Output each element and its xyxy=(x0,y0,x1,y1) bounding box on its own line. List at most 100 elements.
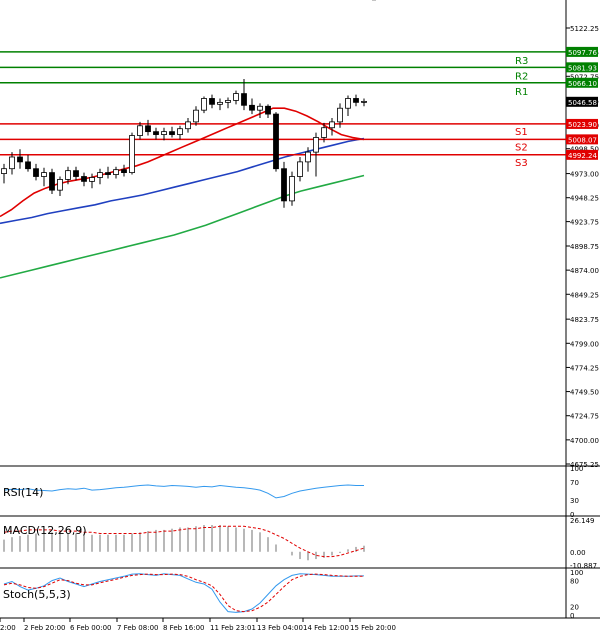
candle xyxy=(153,127,159,140)
rsi-line xyxy=(3,484,364,499)
candle xyxy=(145,119,151,136)
level-price-tag: 5023.90 xyxy=(566,118,598,129)
candle-body xyxy=(337,107,343,123)
time-tick-label: 11 Feb 23:01 xyxy=(210,624,256,632)
level-tag-bg xyxy=(566,62,598,73)
stoch-tick-label: 20 xyxy=(570,603,579,611)
candle xyxy=(353,94,359,107)
level-price-tag: 5008.07 xyxy=(566,134,598,145)
macd-axis: 26.149 0.00 -10.887 xyxy=(570,517,597,570)
macd-panel[interactable]: 26.149 0.00 -10.887 MACD(12,26,9) xyxy=(0,516,600,570)
candle xyxy=(209,94,215,109)
candle xyxy=(185,117,191,133)
level-tag-bg xyxy=(566,46,598,57)
level-tag-text: 5081.93 xyxy=(568,64,597,72)
pivot-levels: R3 R2 R1 S1 S2 S3 xyxy=(0,51,566,169)
level-name: S1 xyxy=(515,127,528,138)
candle-body xyxy=(9,156,15,170)
candle xyxy=(9,152,15,175)
time-tick-label: 2 Feb 20:00 xyxy=(24,624,65,632)
candle-body xyxy=(273,113,279,170)
macd-histogram xyxy=(3,525,365,561)
candle-body xyxy=(201,98,207,111)
price-tick-label: 4749.50 xyxy=(570,389,599,397)
candle-body xyxy=(225,100,231,103)
candle xyxy=(289,171,295,206)
rsi-panel[interactable]: 100 70 30 0 RSI(14) xyxy=(0,465,600,519)
price-tick-label: 4849.25 xyxy=(570,291,599,299)
candle-body xyxy=(185,121,191,130)
price-tick-label: 4874.00 xyxy=(570,267,599,275)
candle-body xyxy=(257,105,263,111)
level-tag-bg xyxy=(566,118,598,129)
candle xyxy=(57,176,63,197)
level-name: R3 xyxy=(515,56,528,67)
level-tag-text: 5097.76 xyxy=(568,49,597,57)
candle xyxy=(17,149,23,169)
candle xyxy=(1,163,7,184)
price-tick-label: 4675.25 xyxy=(570,461,599,469)
price-tick-label: 4998.50 xyxy=(570,146,599,154)
candle-body xyxy=(329,121,335,129)
candle xyxy=(97,168,103,185)
level-name: R2 xyxy=(515,71,528,82)
candle-body xyxy=(233,93,239,101)
candle xyxy=(113,166,119,179)
candle xyxy=(257,103,263,118)
candle-body xyxy=(321,127,327,138)
level-tag-text: 5008.07 xyxy=(568,136,597,144)
candle-body xyxy=(193,109,199,123)
candle-body xyxy=(17,156,23,163)
rsi-tick-label: 100 xyxy=(570,465,583,473)
candle-body xyxy=(161,131,167,135)
current-price-tag: 5046.58 xyxy=(566,96,598,107)
candle xyxy=(161,127,167,141)
candle-body xyxy=(73,170,79,177)
candle-body xyxy=(217,101,223,105)
candle xyxy=(217,98,223,111)
candle xyxy=(169,126,175,138)
candle-body xyxy=(33,168,39,177)
level-tag-bg xyxy=(566,77,598,88)
candle xyxy=(329,117,335,136)
rsi-tick-label: 70 xyxy=(570,479,579,487)
price-tick-label: 4898.75 xyxy=(570,243,599,251)
candle xyxy=(81,172,87,187)
candle-body xyxy=(361,100,367,103)
candle-body xyxy=(249,104,255,111)
price-tick-label: 4948.25 xyxy=(570,195,599,203)
candle xyxy=(233,90,239,105)
candle-body xyxy=(297,161,303,177)
candle-body xyxy=(353,98,359,103)
candle-body xyxy=(209,98,215,105)
macd-tick-label: 26.149 xyxy=(570,517,595,525)
candle-body xyxy=(169,131,175,135)
level-name: S3 xyxy=(515,158,528,169)
stoch-title: Stoch(5,5,3) xyxy=(3,588,71,601)
candle xyxy=(201,96,207,114)
price-tick-label: 4799.00 xyxy=(570,340,599,348)
price-tick-label: 4823.75 xyxy=(570,316,599,324)
level-tag-bg xyxy=(566,149,598,160)
candle-body xyxy=(265,105,271,115)
candle xyxy=(297,156,303,182)
candle-body xyxy=(105,172,111,175)
stoch-tick-label: 100 xyxy=(570,569,583,577)
candle xyxy=(305,147,311,172)
candle-body xyxy=(177,128,183,135)
candle-body xyxy=(281,168,287,202)
price-panel[interactable]: 5122.255097.755072.755047.755023.004998.… xyxy=(0,0,600,469)
candle-body xyxy=(57,179,63,191)
stoch-d-line xyxy=(3,573,364,613)
candle-body xyxy=(49,172,55,191)
level-price-tag: 5081.93 xyxy=(566,62,598,73)
candle-body xyxy=(81,176,87,182)
price-tick-label: 5122.25 xyxy=(570,25,599,33)
macd-title: MACD(12,26,9) xyxy=(3,524,87,537)
price-tags: 5097.76 5081.93 5066.10 5023.90 5008.07 4992.… xyxy=(566,46,598,160)
candle-body xyxy=(145,125,151,133)
stoch-tick-label: 80 xyxy=(570,578,579,586)
candle xyxy=(105,166,111,179)
